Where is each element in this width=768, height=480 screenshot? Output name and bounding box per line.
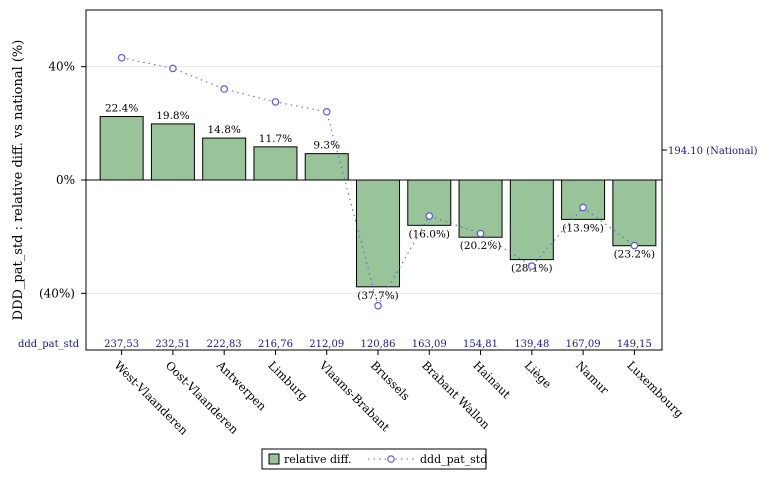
bar-data-label: (23.2%) <box>614 249 656 261</box>
value-row-value: 212,09 <box>309 339 344 350</box>
bar-data-label: 19.8% <box>156 110 189 122</box>
bar-data-label: 14.8% <box>208 124 241 136</box>
legend-swatch-bar <box>268 453 280 465</box>
category-label: Brussels <box>368 358 413 403</box>
value-row-value: 167,09 <box>566 339 601 350</box>
line-point <box>169 64 177 73</box>
line-point <box>425 212 434 220</box>
value-row-value: 237,53 <box>104 339 139 350</box>
line-point <box>220 85 228 93</box>
line-point <box>476 229 485 238</box>
y-tick-label: 0% <box>56 173 75 187</box>
line-point <box>528 262 536 270</box>
line-point <box>579 203 587 212</box>
bar-data-label: (37.7%) <box>357 290 399 302</box>
bar <box>458 179 503 238</box>
bar-data-label: 9.3% <box>313 140 340 152</box>
bar <box>150 123 195 181</box>
bar-data-label: (13.9%) <box>562 222 604 234</box>
value-row-value: 163,09 <box>412 339 447 350</box>
category-label: Namur <box>573 358 612 397</box>
value-row-label: ddd_pat_std <box>18 339 80 350</box>
bar <box>99 116 144 181</box>
value-row-value: 216,76 <box>258 339 293 350</box>
value-row-value: 154,81 <box>463 339 498 350</box>
bar <box>509 179 554 261</box>
reference-label: 194.10 (National) <box>668 146 758 157</box>
value-row-value: 120,86 <box>361 339 396 350</box>
bar-data-label: (16.0%) <box>408 228 450 240</box>
bar <box>612 179 657 247</box>
line-point <box>322 108 331 116</box>
value-row-value: 139,48 <box>514 339 549 350</box>
line-point <box>271 98 280 106</box>
legend-swatch-marker <box>387 455 395 463</box>
bar-data-label: 22.4% <box>105 103 138 115</box>
line-point <box>374 301 382 310</box>
bar <box>356 179 400 288</box>
line-point <box>630 241 639 250</box>
y-tick-label: (40%) <box>39 286 75 300</box>
legend-entry: relative diff. <box>284 453 351 466</box>
line-point <box>117 53 126 62</box>
bar-data-label: (20.2%) <box>460 240 502 252</box>
y-axis-title: DDD_pat_std : relative diff. vs national… <box>11 40 26 321</box>
bar-data-label: 11.7% <box>259 133 292 145</box>
category-label: Antwerpen <box>213 358 269 414</box>
value-row-value: 149,15 <box>617 339 652 350</box>
y-tick-label: 40% <box>48 60 75 74</box>
bar <box>561 179 606 220</box>
category-label: Liège <box>522 358 555 391</box>
plot-area <box>85 9 663 351</box>
legend-entry: ddd_pat_std <box>420 453 487 466</box>
value-row-value: 222,83 <box>207 339 242 350</box>
bar <box>253 146 298 181</box>
category-label: Hainaut <box>470 358 513 401</box>
category-label: Luxembourg <box>624 358 687 421</box>
value-row-value: 232,51 <box>155 339 190 350</box>
category-label: Limburg <box>265 358 311 404</box>
bar <box>202 137 247 181</box>
